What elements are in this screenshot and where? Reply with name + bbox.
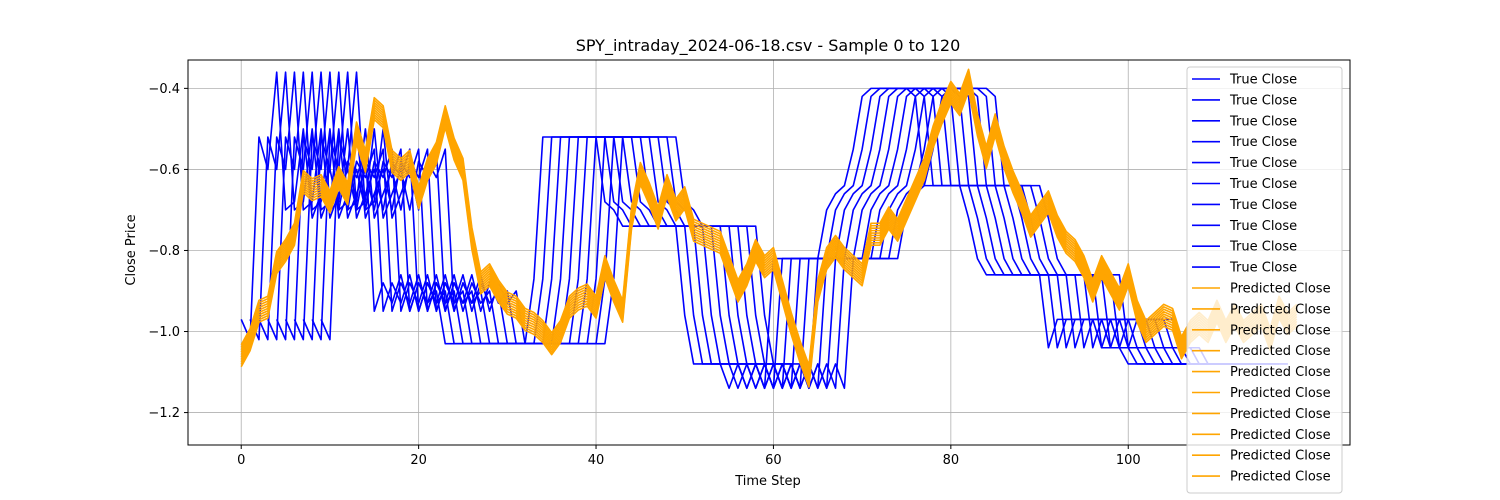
y-tick-label-2: −0.8 [148,244,180,259]
y-tick-label-4: −0.4 [148,82,180,97]
legend-label-10: Predicted Close [1230,282,1331,297]
legend-label-15: Predicted Close [1230,386,1331,401]
legend-label-8: True Close [1229,240,1297,255]
legend-label-9: True Close [1229,261,1297,276]
legend-label-3: True Close [1229,135,1297,150]
true-close-line-4 [267,71,1235,390]
x-tick-label-1: 20 [410,453,427,468]
predicted-close-line-10 [240,68,1298,366]
true-close-line-8 [302,71,1271,390]
true-close-line-5 [275,71,1244,390]
true-close-line-2 [249,71,1217,390]
y-tick-label-0: −1.2 [148,406,180,421]
x-tick-label-4: 80 [943,453,960,468]
series-layer [240,68,1298,390]
legend-label-1: True Close [1229,93,1297,108]
legend-label-19: Predicted Close [1230,470,1331,485]
chart-title: SPY_intraday_2024-06-18.csv - Sample 0 t… [576,36,961,56]
legend-label-18: Predicted Close [1230,449,1331,464]
x-tick-label-3: 60 [765,453,782,468]
true-close-line-6 [284,71,1253,390]
legend: True Close True Close True Close True Close… [1186,66,1343,494]
legend-label-13: Predicted Close [1230,344,1331,359]
x-tick-label-0: 0 [237,453,245,468]
y-tick-label-3: −0.6 [148,163,180,178]
legend-label-12: Predicted Close [1230,323,1331,338]
x-tick-label-5: 100 [1116,453,1141,468]
legend-label-16: Predicted Close [1230,407,1331,422]
legend-box [1186,66,1343,494]
legend-label-11: Predicted Close [1230,302,1331,317]
y-tick-label-1: −1.0 [148,325,180,340]
true-close-line-3 [258,71,1226,390]
legend-label-2: True Close [1229,114,1297,129]
axes-frame [187,59,1351,446]
true-close-line-1 [240,71,1209,390]
legend-label-14: Predicted Close [1230,365,1331,380]
legend-label-7: True Close [1229,219,1297,234]
true-close-line-9 [311,71,1280,390]
legend-label-5: True Close [1229,177,1297,192]
y-axis-title: Close Price [124,214,139,285]
ticks: 0 20 40 60 80 100 −1.2 −1.0 −0.8 −0.6 −0.4 [148,82,1140,468]
grid [188,60,1350,445]
legend-label-4: True Close [1229,156,1297,171]
legend-label-6: True Close [1229,198,1297,213]
x-axis-title: Time Step [734,474,801,489]
x-tick-label-2: 40 [588,453,605,468]
legend-label-0: True Close [1229,73,1297,88]
true-close-line-7 [293,71,1262,390]
legend-label-17: Predicted Close [1230,428,1331,443]
